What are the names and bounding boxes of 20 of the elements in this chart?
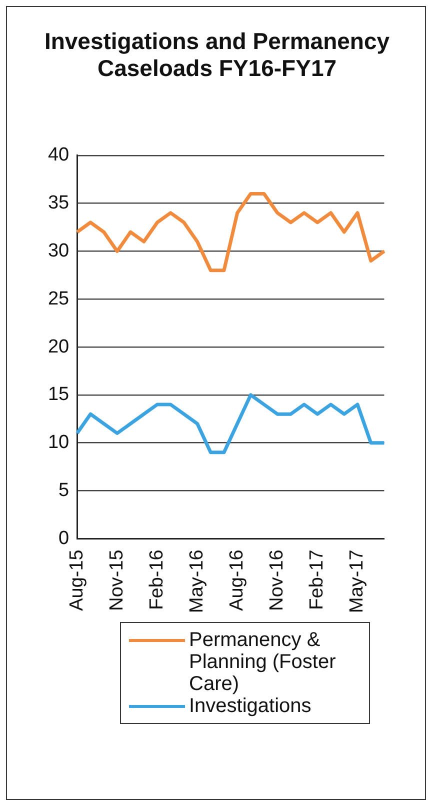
- x-tick-label: Feb-17: [306, 550, 328, 610]
- y-tick-label: 20: [48, 336, 70, 358]
- y-tick-label: 25: [48, 288, 70, 310]
- x-tick-label: Nov-15: [106, 550, 128, 611]
- x-tick-label: May-17: [346, 550, 368, 614]
- y-tick-label: 15: [48, 384, 70, 406]
- y-tick-label: 40: [48, 144, 70, 166]
- legend-label: Investigations: [189, 695, 312, 717]
- x-tick-label: Nov-16: [266, 550, 288, 611]
- y-tick-label: 35: [48, 192, 70, 214]
- chart-title: Investigations and Permanency Caseloads FY16-FY17: [43, 28, 391, 82]
- y-tick-label: 30: [48, 240, 70, 262]
- y-tick-label: 5: [58, 480, 70, 501]
- x-tick-label: May-16: [186, 550, 208, 614]
- y-tick-label: 10: [48, 432, 70, 454]
- legend-label: Permanency & Planning (Foster Care): [189, 629, 337, 695]
- x-tick-label: Feb-16: [146, 550, 168, 610]
- x-tick-label: Aug-15: [66, 550, 88, 611]
- y-tick-label: 0: [58, 528, 70, 549]
- x-tick-label: Aug-16: [226, 550, 248, 611]
